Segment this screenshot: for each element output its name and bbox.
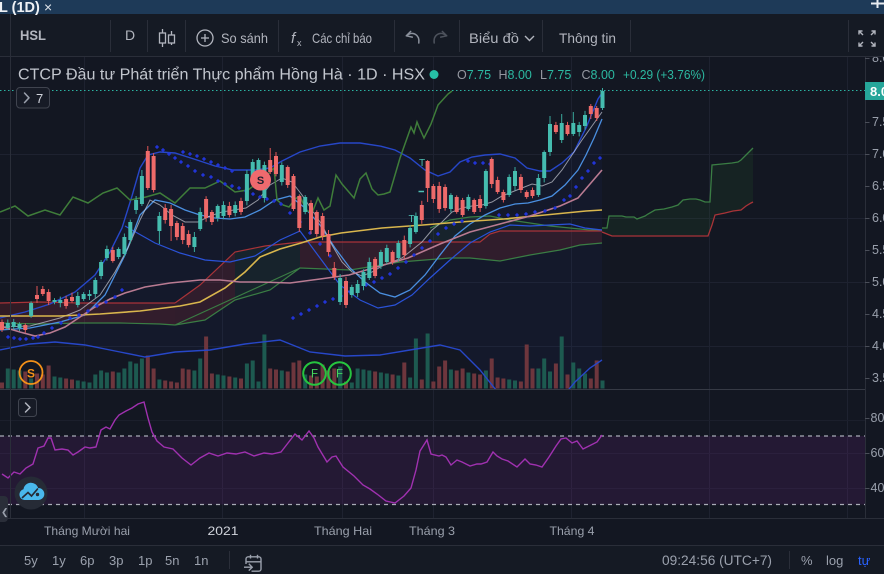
svg-text:C8.00: C8.00 — [582, 68, 615, 82]
svg-text:3.50: 3.50 — [872, 371, 884, 385]
svg-text:Các chỉ báo: Các chỉ báo — [312, 30, 372, 46]
svg-text:tự: tự — [858, 553, 871, 568]
svg-text:5n: 5n — [165, 553, 179, 568]
svg-text:7: 7 — [36, 91, 43, 106]
svg-text:x: x — [297, 38, 302, 48]
svg-text:S: S — [27, 367, 35, 381]
svg-text:8.00: 8.00 — [870, 84, 884, 99]
svg-text:6.00: 6.00 — [872, 211, 884, 225]
svg-text:Biểu đồ: Biểu đồ — [469, 30, 519, 46]
svg-text:+0.29 (+3.76%): +0.29 (+3.76%) — [623, 68, 705, 82]
svg-text:D: D — [125, 27, 135, 43]
svg-text:1p: 1p — [138, 553, 152, 568]
svg-text:80: 80 — [871, 411, 884, 425]
svg-text:Tháng 3: Tháng 3 — [409, 524, 455, 538]
svg-text:H8.00: H8.00 — [499, 68, 532, 82]
svg-text:L (1D): L (1D) — [0, 0, 40, 16]
svg-text:%: % — [801, 553, 813, 568]
svg-text:5.00: 5.00 — [872, 275, 884, 289]
svg-text:log: log — [826, 553, 843, 568]
svg-text:09:24:56 (UTC+7): 09:24:56 (UTC+7) — [662, 553, 772, 568]
svg-text:2021: 2021 — [208, 524, 239, 538]
svg-text:7.00: 7.00 — [872, 147, 884, 161]
svg-text:5.50: 5.50 — [872, 243, 884, 257]
svg-text:T: T — [408, 214, 414, 225]
svg-text:O7.75: O7.75 — [457, 68, 491, 82]
svg-text:6p: 6p — [80, 553, 94, 568]
svg-text:HSL: HSL — [20, 27, 46, 43]
svg-text:5y: 5y — [24, 553, 38, 568]
svg-text:CTCP Đầu tư Phát triển Thực ph: CTCP Đầu tư Phát triển Thực phẩm Hồng Hà… — [18, 67, 426, 84]
svg-text:So sánh: So sánh — [221, 30, 268, 46]
svg-text:3p: 3p — [109, 553, 123, 568]
svg-text:F: F — [336, 369, 343, 381]
svg-text:4.50: 4.50 — [872, 307, 884, 321]
svg-text:Thông tin: Thông tin — [559, 30, 616, 46]
svg-text:❮: ❮ — [1, 507, 9, 518]
svg-text:1n: 1n — [194, 553, 208, 568]
svg-text:7.50: 7.50 — [872, 115, 884, 129]
svg-text:L7.75: L7.75 — [540, 68, 571, 82]
svg-text:F: F — [311, 369, 318, 381]
svg-text:Tháng 4: Tháng 4 — [550, 524, 595, 538]
svg-text:S: S — [257, 175, 264, 187]
svg-text:40: 40 — [871, 481, 884, 495]
svg-text:Tháng Mười hai: Tháng Mười hai — [44, 524, 130, 538]
svg-text:4.00: 4.00 — [872, 339, 884, 353]
svg-text:1y: 1y — [52, 553, 66, 568]
svg-text:60: 60 — [871, 446, 884, 460]
svg-text:×: × — [44, 0, 52, 15]
svg-text:Tháng Hai: Tháng Hai — [314, 524, 372, 538]
svg-text:T: T — [419, 158, 425, 169]
svg-text:f: f — [291, 30, 297, 47]
svg-text:6.50: 6.50 — [872, 179, 884, 193]
